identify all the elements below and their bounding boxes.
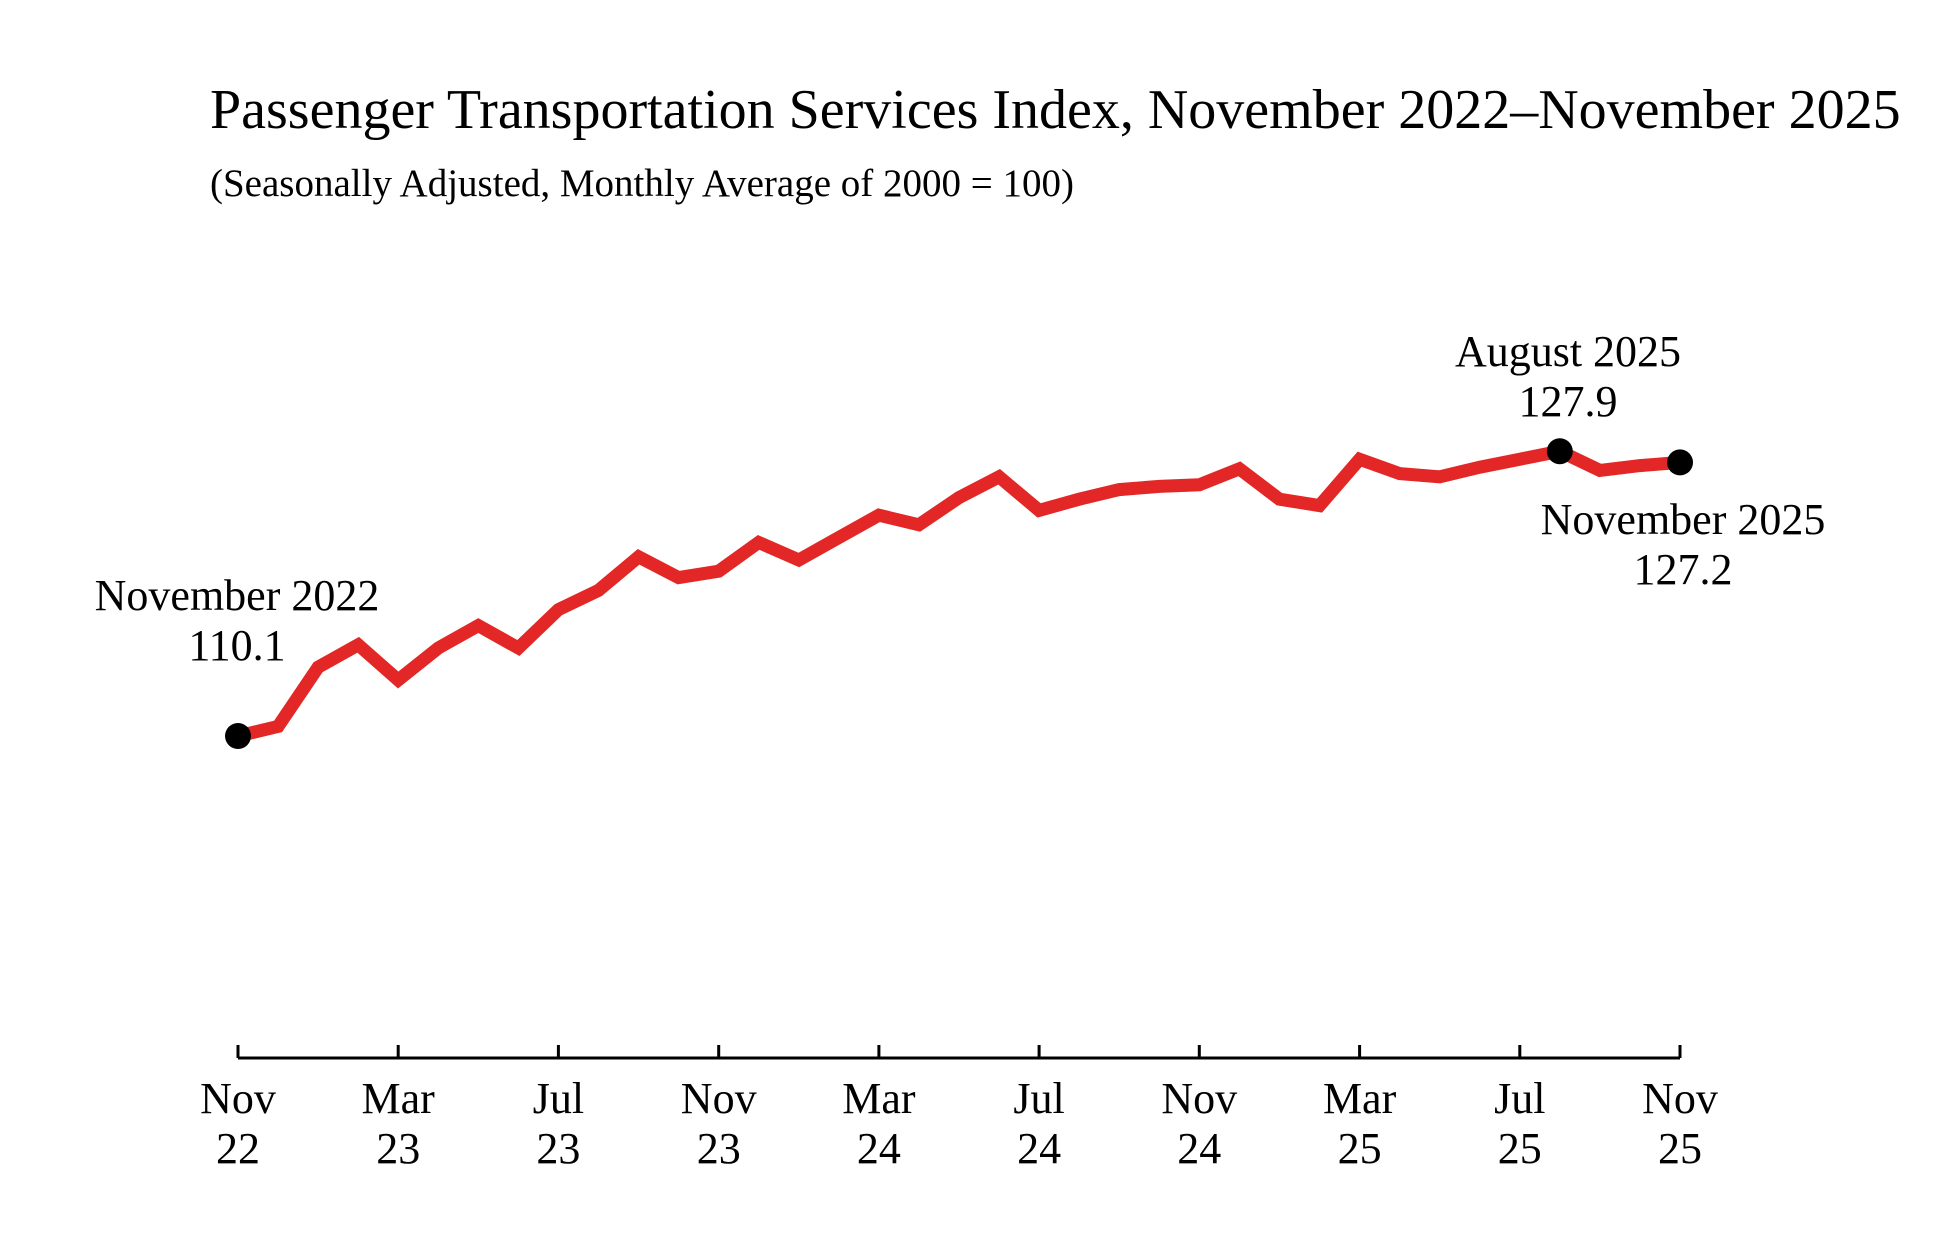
data-point-marker [1667, 449, 1693, 476]
x-tick-label-mar-23: Mar 23 [361, 1074, 435, 1173]
chart-title: Passenger Transportation Services Index,… [210, 79, 1901, 141]
x-tick-label-nov-25: Nov 25 [1642, 1074, 1718, 1173]
x-tick-label-nov-24: Nov 24 [1161, 1074, 1238, 1173]
x-tick-label-nov-22: Nov 22 [200, 1074, 276, 1173]
annotation-label: November 2025 [1540, 495, 1826, 544]
annotation-november-2022: November 2022 110.1 [95, 571, 380, 671]
annotation-label: November 2022 [94, 571, 380, 620]
chart-subtitle: (Seasonally Adjusted, Monthly Average of… [210, 162, 1074, 205]
x-tick-label-mar-25: Mar 25 [1322, 1074, 1397, 1173]
x-tick-label-mar-24: Mar 24 [842, 1074, 916, 1173]
annotation-label: August 2025 [1454, 327, 1682, 376]
x-tick-label-jul-25: Jul 25 [1494, 1074, 1546, 1173]
annotation-november-2025: November 2025 127.2 [1541, 495, 1826, 595]
x-tick-label-jul-24: Jul 24 [1013, 1074, 1065, 1173]
data-point-marker [225, 723, 251, 749]
x-tick-label-jul-23: Jul 23 [532, 1074, 585, 1173]
annotation-value: 127.2 [1633, 545, 1733, 594]
data-point-marker [1546, 438, 1573, 465]
annotation-value: 127.9 [1518, 377, 1618, 426]
annotation-value: 110.1 [188, 621, 286, 670]
annotation-august-2025: August 2025 127.9 [1455, 327, 1681, 427]
index-line-series [236, 444, 1681, 743]
x-axis [236, 1045, 1682, 1060]
x-tick-label-nov-23: Nov 23 [680, 1074, 757, 1173]
